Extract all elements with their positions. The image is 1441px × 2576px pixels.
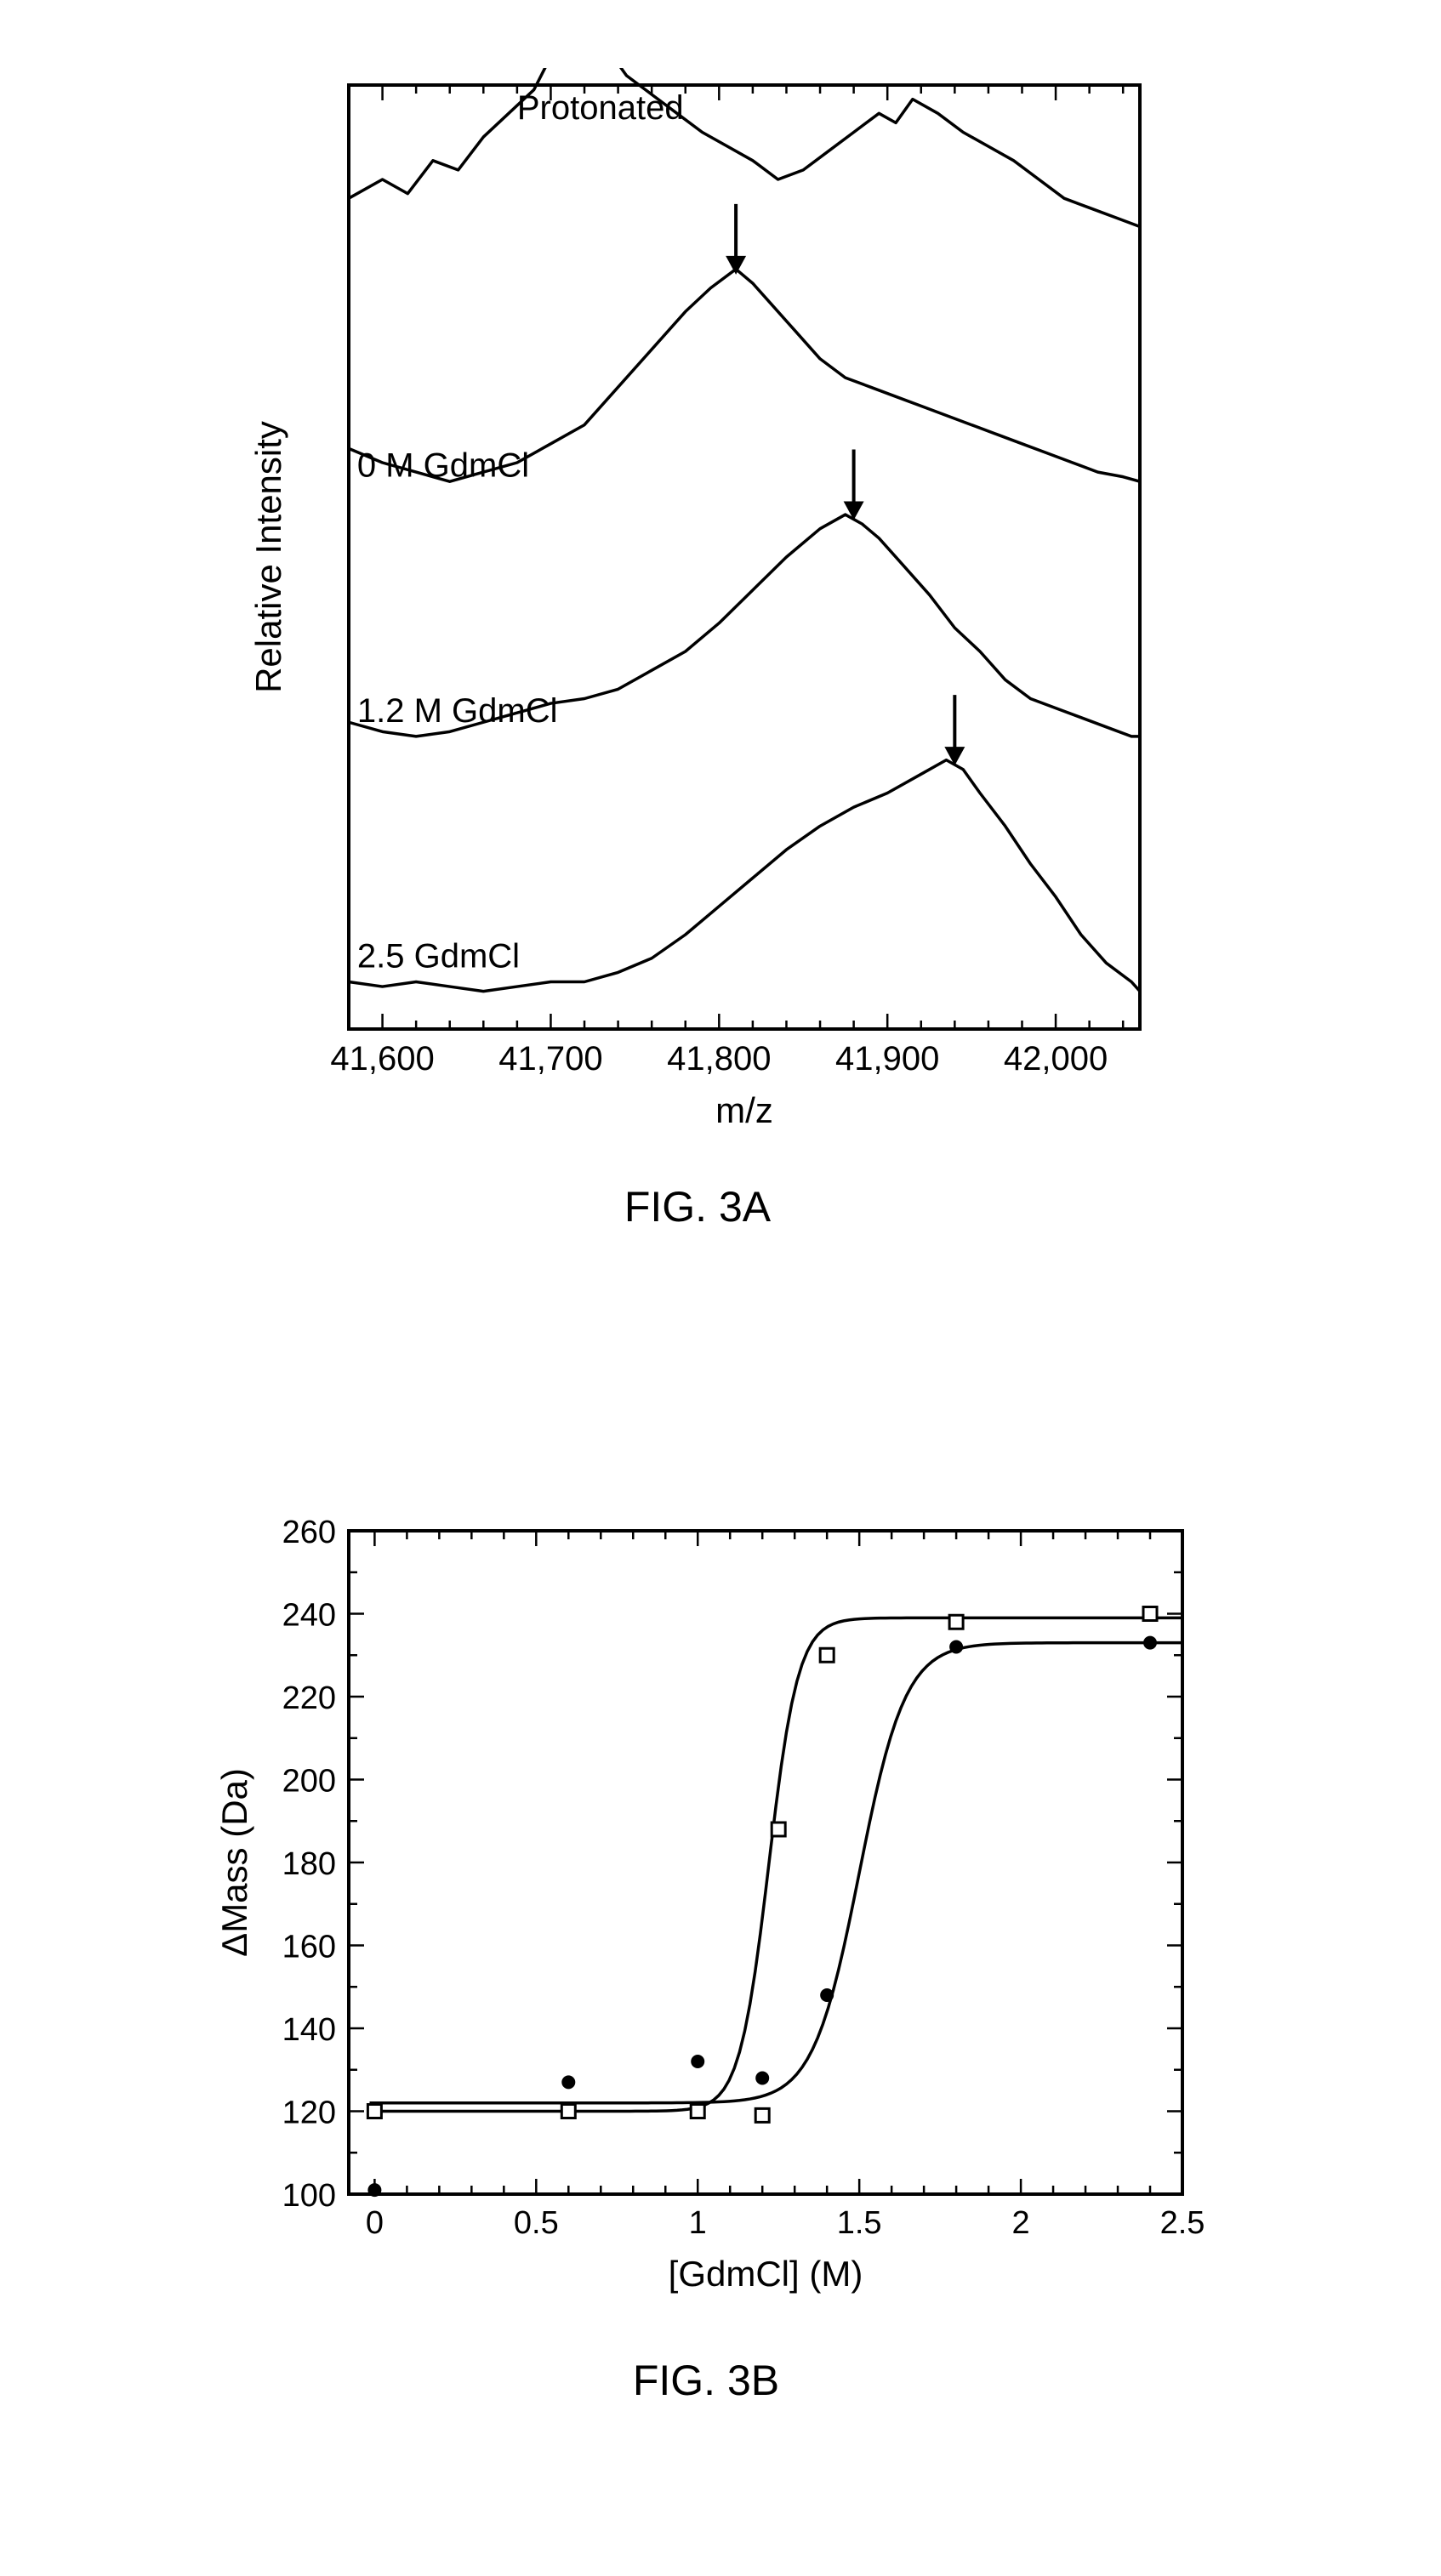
- svg-text:0: 0: [366, 2205, 384, 2241]
- svg-text:m/z: m/z: [715, 1090, 773, 1130]
- svg-text:1: 1: [689, 2205, 707, 2241]
- svg-text:1.5: 1.5: [837, 2205, 882, 2241]
- svg-text:41,700: 41,700: [498, 1040, 602, 1078]
- svg-text:41,800: 41,800: [667, 1040, 771, 1078]
- svg-text:140: 140: [282, 2012, 336, 2048]
- figure-3a-svg: 41,600 41,700 41,800 41,900 42,000 m/z Relativ…: [230, 68, 1165, 1174]
- svg-text:200: 200: [282, 1764, 336, 1800]
- svg-text:Relative Intensity: Relative Intensity: [248, 421, 288, 693]
- page: 41,600 41,700 41,800 41,900 42,000 m/z Relativ…: [0, 0, 1441, 2576]
- svg-text:240: 240: [282, 1598, 336, 1634]
- svg-text:260: 260: [282, 1515, 336, 1550]
- svg-text:100: 100: [282, 2178, 336, 2214]
- figure-3b-caption: FIG. 3B: [196, 2356, 1216, 2405]
- svg-text:160: 160: [282, 1930, 336, 1965]
- figure-3b-panel: 100 120 140 160 180 200 220 240 260 0 0.5 1 1.5 2 2.5 […: [196, 1497, 1216, 2347]
- figure-3a-caption: FIG. 3A: [230, 1182, 1165, 1231]
- figure-3a-panel: 41,600 41,700 41,800 41,900 42,000 m/z Relativ…: [230, 68, 1165, 1174]
- svg-text:0 M GdmCl: 0 M GdmCl: [357, 447, 529, 485]
- svg-text:220: 220: [282, 1680, 336, 1716]
- svg-text:0.5: 0.5: [514, 2205, 559, 2241]
- svg-text:[GdmCl] (M): [GdmCl] (M): [669, 2254, 863, 2294]
- svg-text:1.2 M GdmCl: 1.2 M GdmCl: [357, 692, 558, 730]
- svg-text:42,000: 42,000: [1004, 1040, 1108, 1078]
- svg-text:120: 120: [282, 2095, 336, 2131]
- svg-text:41,900: 41,900: [835, 1040, 939, 1078]
- svg-text:ΔMass (Da): ΔMass (Da): [214, 1768, 254, 1957]
- svg-text:2: 2: [1012, 2205, 1030, 2241]
- svg-text:Protonated: Protonated: [517, 89, 684, 127]
- svg-text:2.5: 2.5: [1160, 2205, 1205, 2241]
- svg-text:2.5 GdmCl: 2.5 GdmCl: [357, 938, 520, 975]
- figure-3b-svg: 100 120 140 160 180 200 220 240 260 0 0.5 1 1.5 2 2.5 […: [196, 1497, 1216, 2347]
- svg-text:180: 180: [282, 1846, 336, 1882]
- svg-text:41,600: 41,600: [330, 1040, 434, 1078]
